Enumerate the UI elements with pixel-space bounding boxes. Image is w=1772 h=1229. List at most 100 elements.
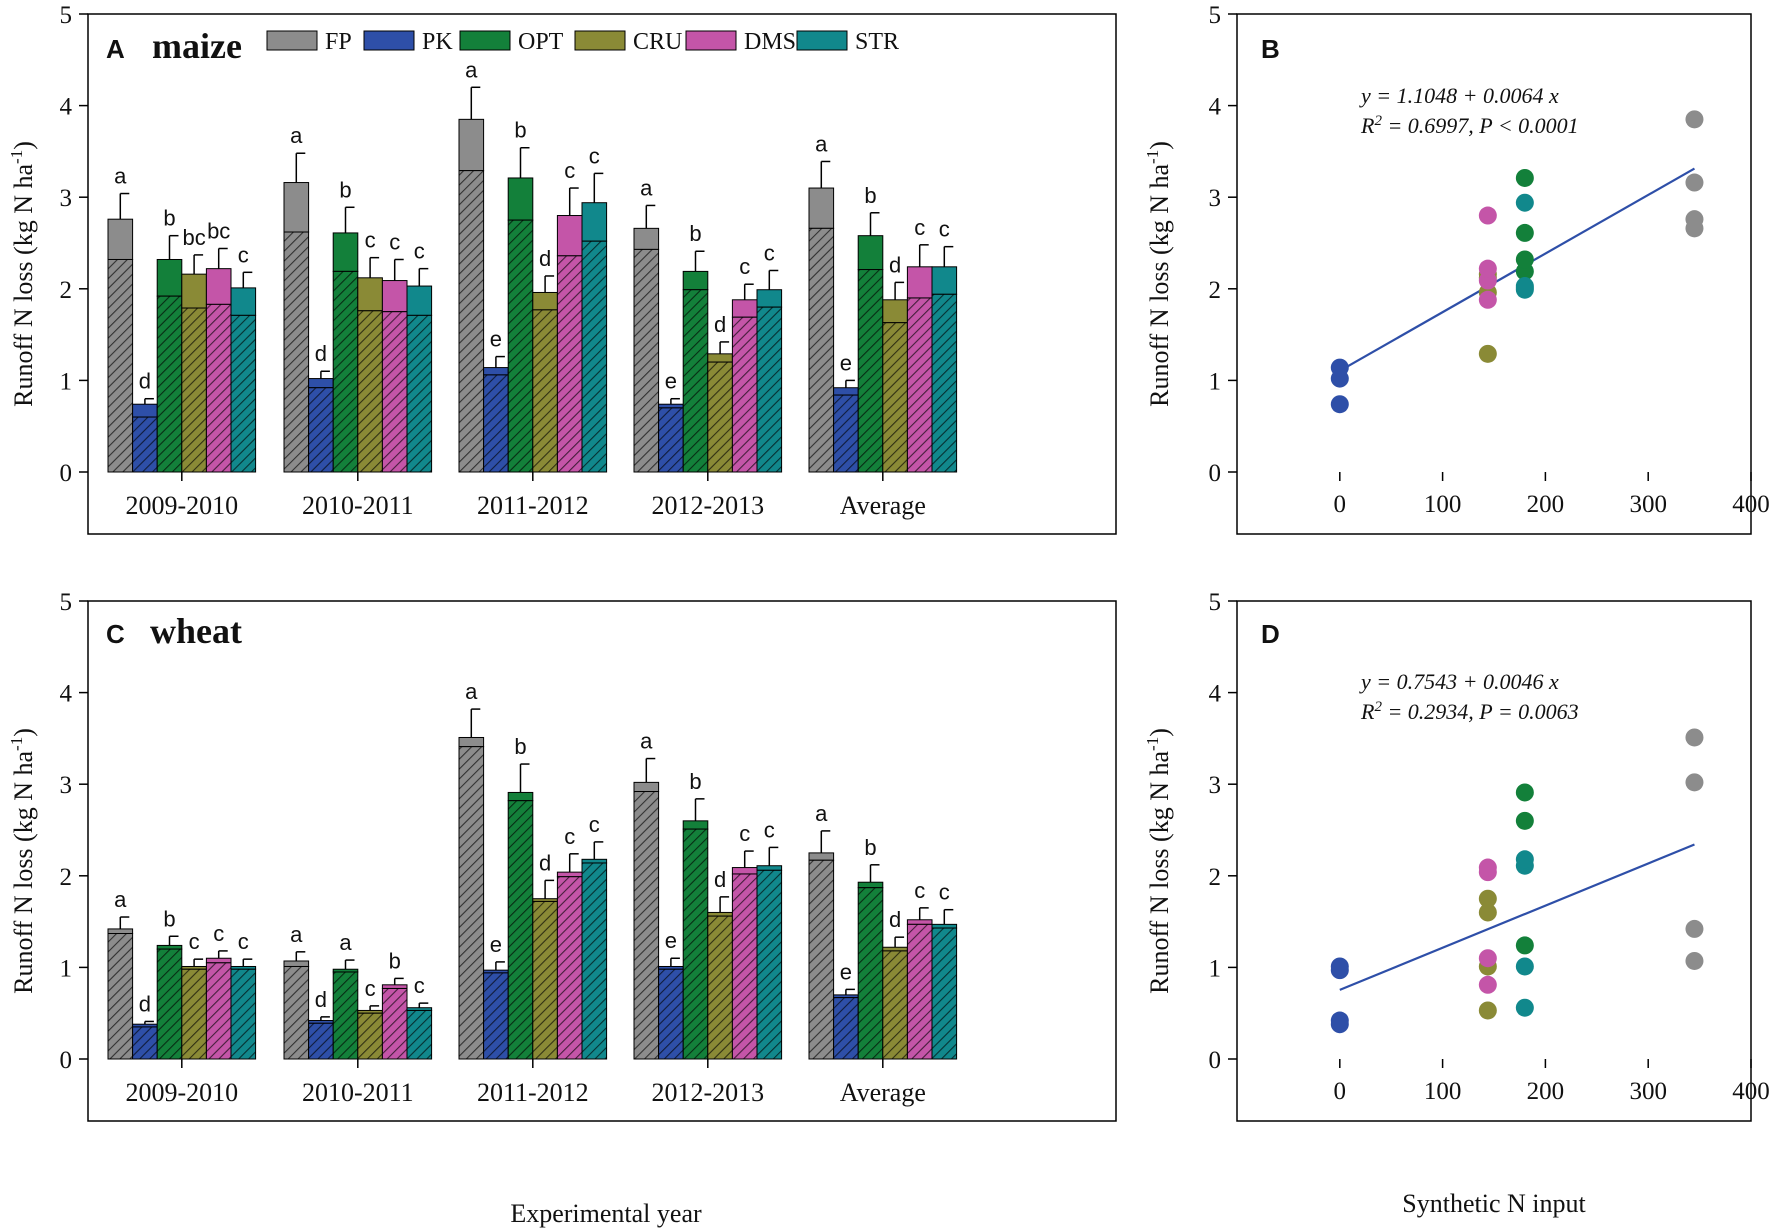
panel-a-frame: [87, 13, 1117, 535]
panel-c-significance-label: a: [815, 801, 828, 826]
panel-a-significance-label: d: [889, 252, 901, 277]
panel-a-significance-label: b: [163, 206, 175, 231]
panel-c-category-label: 2012-2013: [651, 1078, 764, 1107]
panel-a-bar-opt-lower: [857, 269, 884, 473]
panel-a-significance-label: e: [490, 327, 502, 352]
panel-c-bar-fp-upper: [283, 960, 310, 967]
panel-c-bar-fp-upper: [458, 736, 485, 748]
panel-a-bar-pk-lower: [833, 394, 859, 473]
panel-c-bar-str-lower: [230, 968, 257, 1060]
panel-c-bar-opt-upper: [857, 881, 884, 889]
legend-label-fp: FP: [325, 29, 352, 55]
panel-d-point-str: [1515, 957, 1534, 976]
panel-d-point-dms: [1478, 858, 1497, 877]
panel-a-bar-opt-upper: [682, 270, 709, 291]
panel-d-y-tick-label: 1: [1209, 955, 1222, 982]
panel-c-bar-fp-upper: [107, 928, 134, 935]
panel-a-significance-label: c: [939, 217, 950, 242]
panel-c-significance-label: e: [665, 928, 677, 953]
panel-a-bar-dms-upper: [731, 299, 758, 318]
panel-a-bar-fp-upper: [283, 182, 310, 233]
panel-a-bar-str-lower: [230, 314, 257, 473]
panel-b-point-dms: [1478, 206, 1497, 225]
panel-d-x-tick-label: 300: [1629, 1078, 1667, 1105]
panel-b-point-str: [1515, 193, 1534, 212]
panel-b-x-tick-label: 200: [1527, 491, 1565, 518]
panel-c-bar-cru-lower: [181, 968, 207, 1060]
panel-d-point-opt: [1515, 783, 1534, 802]
panel-b-scatter: B y = 1.1048 + 0.0064 x R2 = 0.6997, P <…: [1143, 2, 1770, 535]
panel-a-significance-label: a: [640, 175, 653, 200]
panel-b-point-fp: [1685, 210, 1704, 229]
panel-c-bar-cru-lower: [707, 915, 733, 1060]
panel-c-bar-pk-lower: [308, 1022, 334, 1060]
panel-b-y-tick-label: 0: [1209, 460, 1222, 487]
panel-a-bar-fp-upper: [808, 187, 835, 229]
panel-a-bar-str-upper: [581, 202, 608, 242]
legend-swatch-opt: [459, 30, 511, 51]
legend-swatch-fp: [266, 30, 318, 51]
panel-c-significance-label: c: [739, 821, 750, 846]
panel-a-bar-opt-upper: [156, 258, 183, 297]
panel-d-x-tick-label: 200: [1527, 1078, 1565, 1105]
panel-a-bar-pk-lower: [658, 407, 684, 473]
panel-b-r2: R2 = 0.6997, P < 0.0001: [1360, 113, 1579, 138]
legend-label-dms: DMS: [744, 29, 796, 55]
panel-c-significance-label: c: [914, 878, 925, 903]
panel-c-significance-label: d: [539, 850, 551, 875]
panel-b-x-tick-label: 300: [1629, 491, 1667, 518]
panel-a-bar-str-upper: [931, 266, 958, 295]
panel-c-bar-pk-lower: [483, 972, 509, 1060]
panel-a-significance-label: b: [514, 118, 526, 143]
panel-a-crop-title: maize: [152, 26, 242, 66]
panel-a-significance-label: b: [689, 221, 701, 246]
panel-a-y-tick-label: 3: [60, 185, 73, 212]
panel-b-point-pk: [1330, 358, 1349, 377]
panel-d-point-cru: [1478, 903, 1497, 922]
panel-b-point-opt: [1515, 168, 1534, 187]
panel-a-y-tick-label: 2: [60, 277, 73, 304]
panel-a-bar-dms-lower: [731, 316, 758, 473]
panel-a-bar-opt-upper: [332, 232, 359, 272]
bar-x-axis-title: Experimental year: [510, 1199, 702, 1228]
panel-a-bar-pk-upper: [833, 387, 859, 396]
panel-a-bar-dms-upper: [906, 266, 933, 299]
legend-label-opt: OPT: [518, 29, 564, 55]
panel-a-bar-str-upper: [406, 285, 433, 316]
panel-b-point-cru: [1478, 344, 1497, 363]
panel-a-bar-str-lower: [406, 314, 433, 473]
panel-a-significance-label: b: [864, 183, 876, 208]
panel-a-significance-label: d: [714, 312, 726, 337]
panel-a-bar-pk-lower: [308, 387, 334, 473]
panel-c-significance-label: a: [114, 887, 127, 912]
panel-c-bar-chart: C wheat Runoff N loss (kg N ha-1) Experi…: [7, 589, 1117, 1228]
panel-c-significance-label: a: [465, 679, 478, 704]
panel-b-y-tick-label: 2: [1209, 277, 1222, 304]
panel-c-significance-label: b: [389, 948, 401, 973]
panel-a-significance-label: c: [414, 239, 425, 264]
panel-a-bar-dms-lower: [556, 255, 583, 473]
panel-c-bar-opt-upper: [682, 820, 709, 830]
panel-d-y-tick-label: 4: [1209, 681, 1222, 708]
panel-c-y-tick-label: 5: [60, 589, 73, 616]
panel-c-significance-label: d: [889, 907, 901, 932]
panel-c-significance-label: c: [414, 973, 425, 998]
panel-b-y-title: Runoff N loss (kg N ha-1): [1143, 141, 1174, 407]
panel-b-y-tick-label: 5: [1209, 2, 1222, 29]
panel-a-bar-opt-upper: [507, 177, 534, 221]
panel-c-significance-label: c: [764, 817, 775, 842]
panel-c-significance-label: c: [939, 880, 950, 905]
panel-d-letter: D: [1261, 619, 1280, 649]
panel-c-bar-opt-lower: [332, 971, 359, 1060]
panel-a-bar-cru-lower: [181, 307, 207, 473]
panel-c-category-label: 2011-2012: [477, 1078, 589, 1107]
panel-c-significance-label: c: [238, 929, 249, 954]
panel-a-bar-chart: A maize Runoff N loss (kg N ha-1) FP PK OP…: [7, 2, 1117, 535]
panel-c-y-tick-label: 1: [60, 955, 73, 982]
panel-c-bar-dms-upper: [906, 919, 933, 925]
panel-c-bar-dms-upper: [381, 984, 408, 989]
panel-a-bar-dms-lower: [205, 303, 232, 473]
panel-d-point-opt: [1515, 936, 1534, 955]
panel-a-significance-label: c: [589, 143, 600, 168]
panel-d-point-pk: [1330, 1011, 1349, 1030]
